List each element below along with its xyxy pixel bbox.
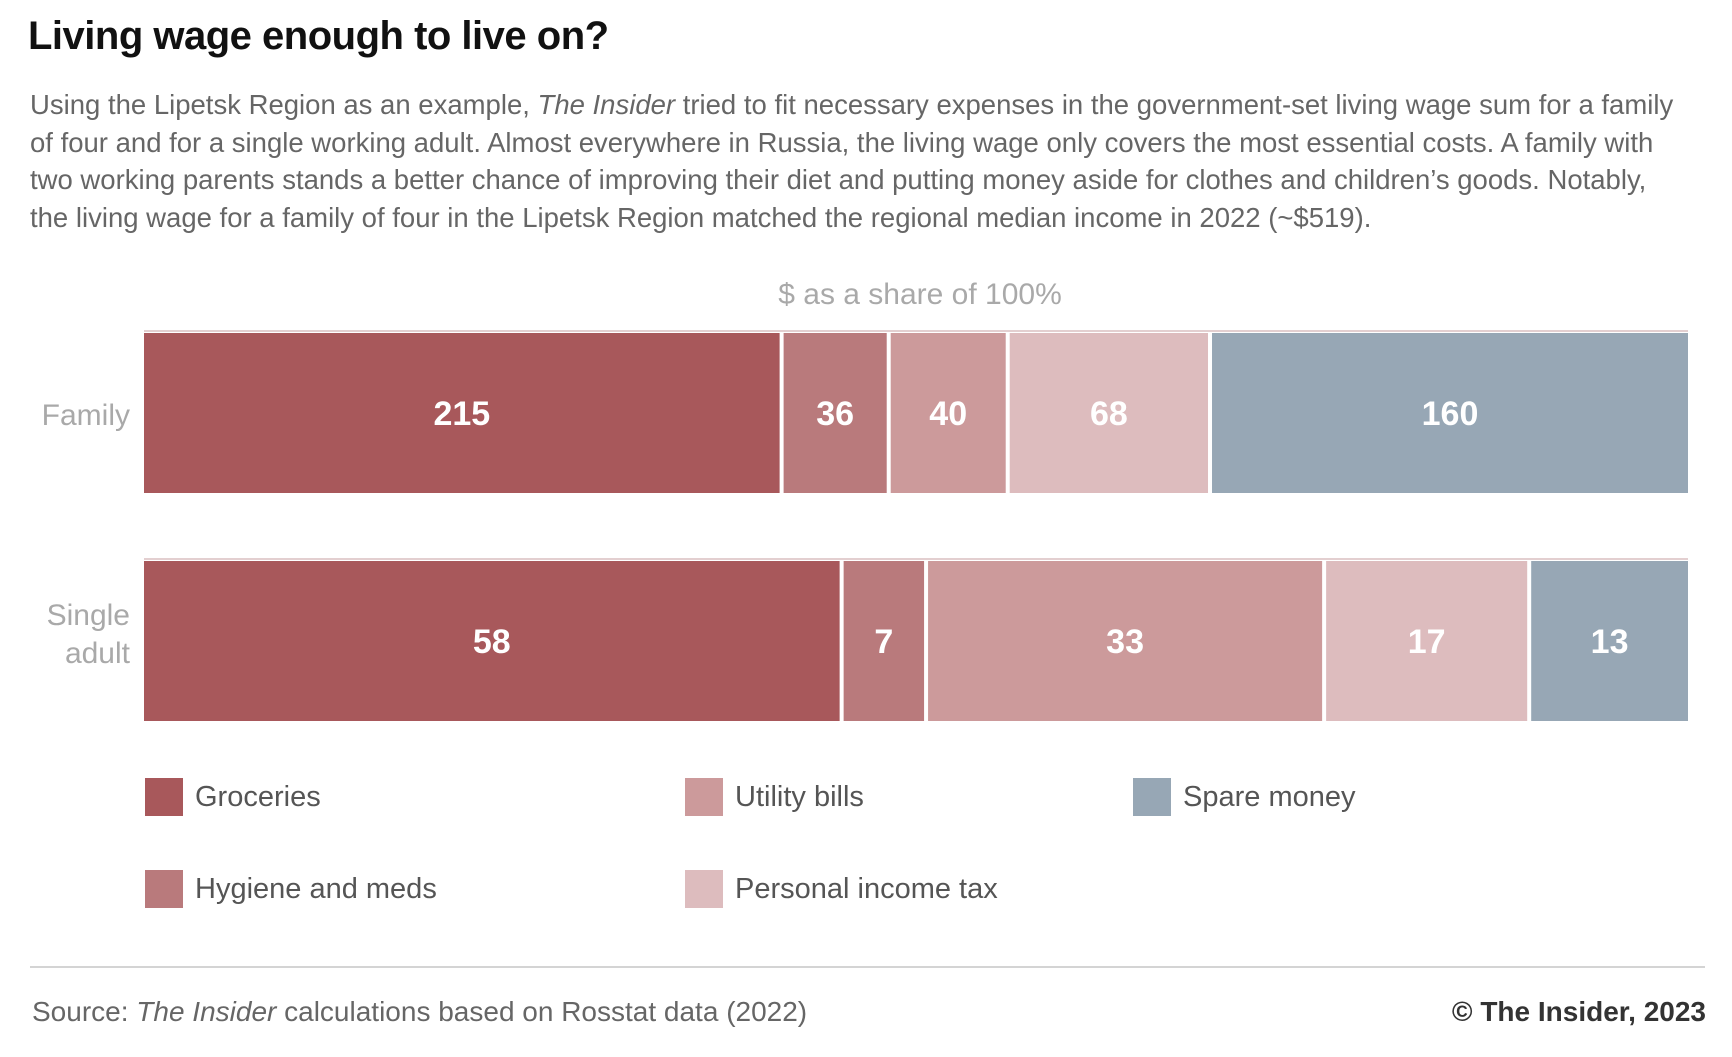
copyright-credit: © The Insider, 2023 <box>1451 996 1706 1027</box>
source-note: Source: The Insider calculations based o… <box>32 996 807 1028</box>
bar-value-label-family-personal-income-tax: 68 <box>1090 395 1128 433</box>
subtitle-publication-name: The Insider <box>537 89 676 120</box>
subtitle-part-3: tried to fit necessary expenses in the g… <box>30 89 1674 233</box>
bar-value-label-family-groceries: 215 <box>433 395 490 433</box>
bar-value-label-single-adult-utility-bills: 33 <box>1106 623 1144 661</box>
footer-divider <box>30 966 1705 968</box>
bar-segment-single-adult-utility-bills <box>928 561 1323 721</box>
chart-title: Living wage enough to live on? <box>28 14 609 58</box>
legend-swatch-hygiene-and-meds <box>145 870 183 908</box>
axis-caption: $ as a share of 100% <box>778 278 1062 311</box>
bar-value-label-family-utility-bills: 40 <box>929 395 967 433</box>
bar-value-label-single-adult-hygiene-and-meds: 7 <box>874 623 893 661</box>
source-publication-name: The Insider <box>136 996 277 1027</box>
legend-item-groceries: Groceries <box>145 778 321 816</box>
bar-segment-single-adult-hygiene-and-meds <box>843 561 925 721</box>
subtitle-part-1: Using the Lipetsk Region as an example, <box>30 89 538 120</box>
legend-swatch-spare-money <box>1133 778 1171 816</box>
legend-item-personal-income-tax: Personal income tax <box>685 870 998 908</box>
bar-segment-family-groceries <box>144 333 780 493</box>
legend-item-spare-money: Spare money <box>1133 778 1356 816</box>
row-label-single-adult: Single adult <box>46 599 130 670</box>
bar-segment-family-hygiene-and-meds <box>783 333 887 493</box>
row-label-family: Family <box>41 399 130 432</box>
bar-segment-family-spare-money <box>1212 333 1688 493</box>
bar-value-label-family-hygiene-and-meds: 36 <box>816 395 854 433</box>
legend-item-utility-bills: Utility bills <box>685 778 864 816</box>
legend-label-personal-income-tax: Personal income tax <box>735 872 998 905</box>
legend-label-hygiene-and-meds: Hygiene and meds <box>195 872 437 905</box>
bar-value-label-single-adult-groceries: 58 <box>473 623 511 661</box>
legend-label-groceries: Groceries <box>195 780 321 813</box>
legend-label-spare-money: Spare money <box>1183 780 1356 813</box>
bar-segment-single-adult-groceries <box>144 561 840 721</box>
legend-swatch-personal-income-tax <box>685 870 723 908</box>
bar-value-label-family-spare-money: 160 <box>1422 395 1479 433</box>
bar-segment-single-adult-spare-money <box>1531 561 1688 721</box>
bar-segment-single-adult-personal-income-tax <box>1326 561 1528 721</box>
legend-swatch-groceries <box>145 778 183 816</box>
bar-value-label-single-adult-personal-income-tax: 17 <box>1408 623 1446 661</box>
legend-item-hygiene-and-meds: Hygiene and meds <box>145 870 437 908</box>
source-prefix: Source: <box>32 996 137 1027</box>
legend-swatch-utility-bills <box>685 778 723 816</box>
bar-segment-family-utility-bills <box>890 333 1006 493</box>
bar-value-label-single-adult-spare-money: 13 <box>1591 623 1629 661</box>
bar-segment-family-personal-income-tax <box>1009 333 1209 493</box>
source-suffix: calculations based on Rosstat data (2022… <box>276 996 808 1027</box>
chart-subtitle: Using the Lipetsk Region as an example, … <box>30 86 1690 236</box>
legend-label-utility-bills: Utility bills <box>735 780 864 813</box>
